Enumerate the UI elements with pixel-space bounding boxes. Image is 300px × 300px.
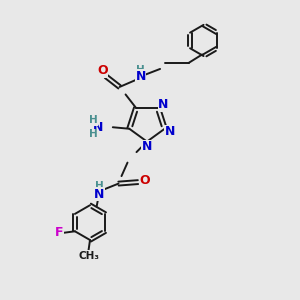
Text: F: F	[55, 226, 64, 239]
Text: O: O	[97, 64, 108, 77]
Text: O: O	[139, 174, 150, 187]
Text: N: N	[158, 98, 169, 112]
Text: N: N	[93, 121, 103, 134]
Text: N: N	[135, 70, 146, 83]
Text: H: H	[94, 181, 103, 191]
Text: N: N	[165, 125, 175, 138]
Text: N: N	[142, 140, 152, 154]
Text: H: H	[89, 115, 98, 125]
Text: H: H	[89, 129, 98, 139]
Text: N: N	[94, 188, 104, 201]
Text: H: H	[136, 65, 145, 76]
Text: CH₃: CH₃	[78, 250, 99, 261]
